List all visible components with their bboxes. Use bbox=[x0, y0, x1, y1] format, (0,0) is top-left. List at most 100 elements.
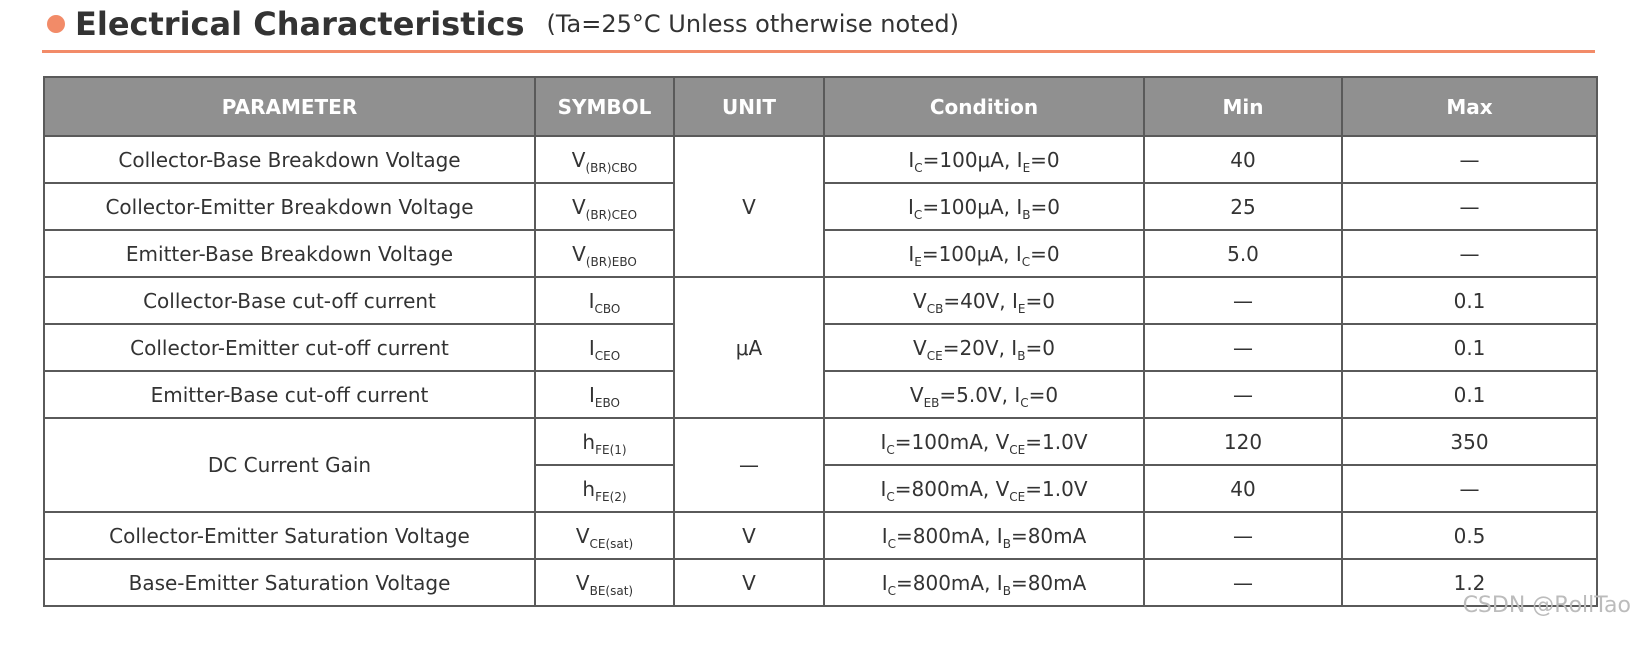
parameter-cell: Collector-Emitter Breakdown Voltage bbox=[43, 182, 536, 231]
symbol-cell: V(BR)CEO bbox=[534, 182, 675, 231]
parameter-cell: Collector-Base cut-off current bbox=[43, 276, 536, 325]
condition-cell: IC=100μA, IB=0 bbox=[823, 182, 1145, 231]
condition-subscript: B bbox=[1002, 583, 1011, 598]
min-cell: — bbox=[1143, 370, 1343, 419]
unit-cell: — bbox=[673, 417, 825, 513]
max-cell: 0.5 bbox=[1341, 511, 1598, 560]
max-cell: 0.1 bbox=[1341, 323, 1598, 372]
table-row: Collector-Emitter Saturation Voltage VCE… bbox=[43, 511, 1598, 560]
max-cell: — bbox=[1341, 229, 1598, 278]
condition-subscript: CE bbox=[1009, 489, 1026, 504]
symbol-subscript: CEO bbox=[594, 348, 621, 363]
condition-cell: IC=100μA, IE=0 bbox=[823, 135, 1145, 184]
table-row: Base-Emitter Saturation Voltage VBE(sat)… bbox=[43, 558, 1598, 607]
bullet-dot-icon bbox=[47, 15, 65, 33]
condition-subscript: CE bbox=[926, 348, 943, 363]
min-cell: — bbox=[1143, 558, 1343, 607]
condition-subscript: C bbox=[886, 442, 895, 457]
max-cell: — bbox=[1341, 182, 1598, 231]
min-cell: 40 bbox=[1143, 464, 1343, 513]
header-rule bbox=[42, 50, 1595, 53]
symbol-cell: VCE(sat) bbox=[534, 511, 675, 560]
condition-cell: VEB=5.0V, IC=0 bbox=[823, 370, 1145, 419]
table-row: Collector-Base Breakdown Voltage V(BR)CB… bbox=[43, 135, 1598, 278]
table-row: Emitter-Base Breakdown Voltage V(BR)EBO … bbox=[43, 229, 1598, 278]
column-header-condition: Condition bbox=[823, 76, 1145, 137]
table-row: Collector-Emitter cut-off current ICEO V… bbox=[43, 323, 1598, 372]
condition-cell: IC=800mA, IB=80mA bbox=[823, 558, 1145, 607]
column-header-max: Max bbox=[1341, 76, 1598, 137]
condition-subscript: E bbox=[1017, 301, 1026, 316]
condition-subscript: CE bbox=[1009, 442, 1026, 457]
condition-subscript: B bbox=[1002, 536, 1011, 551]
condition-cell: IC=800mA, IB=80mA bbox=[823, 511, 1145, 560]
condition-cell: IE=100μA, IC=0 bbox=[823, 229, 1145, 278]
condition-subscript: E bbox=[914, 254, 922, 269]
min-cell: 5.0 bbox=[1143, 229, 1343, 278]
symbol-subscript: CE(sat) bbox=[589, 536, 634, 551]
symbol-subscript: (BR)CBO bbox=[585, 160, 638, 175]
table-row: hFE(2) IC=800mA, VCE=1.0V 40 — bbox=[44, 464, 1598, 513]
symbol-subscript: BE(sat) bbox=[589, 583, 634, 598]
min-cell: — bbox=[1143, 323, 1343, 372]
condition-cell: VCE=20V, IB=0 bbox=[823, 323, 1145, 372]
condition-subscript: EB bbox=[923, 395, 940, 410]
condition-cell: IC=100mA, VCE=1.0V bbox=[823, 417, 1145, 466]
watermark: CSDN @RollTao bbox=[1462, 593, 1631, 618]
parameter-cell: Emitter-Base Breakdown Voltage bbox=[43, 229, 536, 278]
table-header-row: PARAMETER SYMBOL UNIT Condition Min Max bbox=[43, 76, 1598, 137]
symbol-cell: V(BR)CBO bbox=[534, 135, 675, 184]
column-header-unit: UNIT bbox=[673, 76, 825, 137]
max-cell: 350 bbox=[1341, 417, 1598, 466]
condition-cell: VCB=40V, IE=0 bbox=[823, 276, 1145, 325]
condition-subscript: C bbox=[913, 207, 923, 222]
unit-cell: V bbox=[673, 511, 825, 560]
min-cell: 25 bbox=[1143, 182, 1343, 231]
condition-subscript: C bbox=[886, 489, 895, 504]
min-cell: — bbox=[1143, 276, 1343, 325]
table-row: Collector-Base cut-off current ICBO μA V… bbox=[43, 276, 1598, 419]
table-row: Collector-Emitter Breakdown Voltage V(BR… bbox=[43, 182, 1598, 231]
symbol-cell: IEBO bbox=[534, 370, 675, 419]
parameter-cell: Collector-Emitter cut-off current bbox=[43, 323, 536, 372]
symbol-subscript: FE(1) bbox=[595, 442, 627, 457]
parameter-cell: Emitter-Base cut-off current bbox=[43, 370, 536, 419]
unit-cell: V bbox=[673, 135, 825, 278]
section-header: Electrical Characteristics (Ta=25°C Unle… bbox=[47, 0, 959, 48]
condition-subscript: C bbox=[914, 160, 923, 175]
symbol-subscript: EBO bbox=[594, 395, 620, 410]
max-cell: 0.1 bbox=[1341, 276, 1598, 325]
condition-subscript: E bbox=[1022, 160, 1031, 175]
symbol-subscript: CBO bbox=[594, 301, 621, 316]
symbol-cell: ICBO bbox=[534, 276, 675, 325]
condition-subscript: CB bbox=[926, 301, 944, 316]
unit-cell: μA bbox=[673, 276, 825, 419]
max-cell: — bbox=[1341, 464, 1598, 513]
symbol-subscript: (BR)CEO bbox=[585, 207, 638, 222]
symbol-subscript: FE(2) bbox=[595, 489, 627, 504]
condition-subscript: C bbox=[1020, 395, 1029, 410]
condition-subscript: C bbox=[1021, 254, 1031, 269]
table-row: DC Current Gain hFE(1) — IC=100mA, VCE=1… bbox=[43, 417, 1598, 513]
parameter-cell: DC Current Gain bbox=[43, 417, 536, 513]
condition-subscript: B bbox=[1022, 207, 1031, 222]
min-cell: 120 bbox=[1143, 417, 1343, 466]
parameter-cell: Base-Emitter Saturation Voltage bbox=[43, 558, 536, 607]
max-cell: 1.2 bbox=[1341, 558, 1598, 607]
column-header-parameter: PARAMETER bbox=[43, 76, 536, 137]
section-title: Electrical Characteristics bbox=[75, 5, 525, 43]
symbol-cell: VBE(sat) bbox=[534, 558, 675, 607]
max-cell: — bbox=[1341, 135, 1598, 184]
parameter-cell: Collector-Base Breakdown Voltage bbox=[43, 135, 536, 184]
symbol-cell: ICEO bbox=[534, 323, 675, 372]
condition-subscript: C bbox=[887, 536, 896, 551]
condition-subscript: C bbox=[887, 583, 896, 598]
symbol-subscript: (BR)EBO bbox=[585, 254, 637, 269]
parameter-cell: Collector-Emitter Saturation Voltage bbox=[43, 511, 536, 560]
column-header-min: Min bbox=[1143, 76, 1343, 137]
symbol-cell: V(BR)EBO bbox=[534, 229, 675, 278]
symbol-cell: hFE(1) bbox=[534, 417, 675, 466]
condition-cell: IC=800mA, VCE=1.0V bbox=[823, 464, 1145, 513]
max-cell: 0.1 bbox=[1341, 370, 1598, 419]
min-cell: 40 bbox=[1143, 135, 1343, 184]
